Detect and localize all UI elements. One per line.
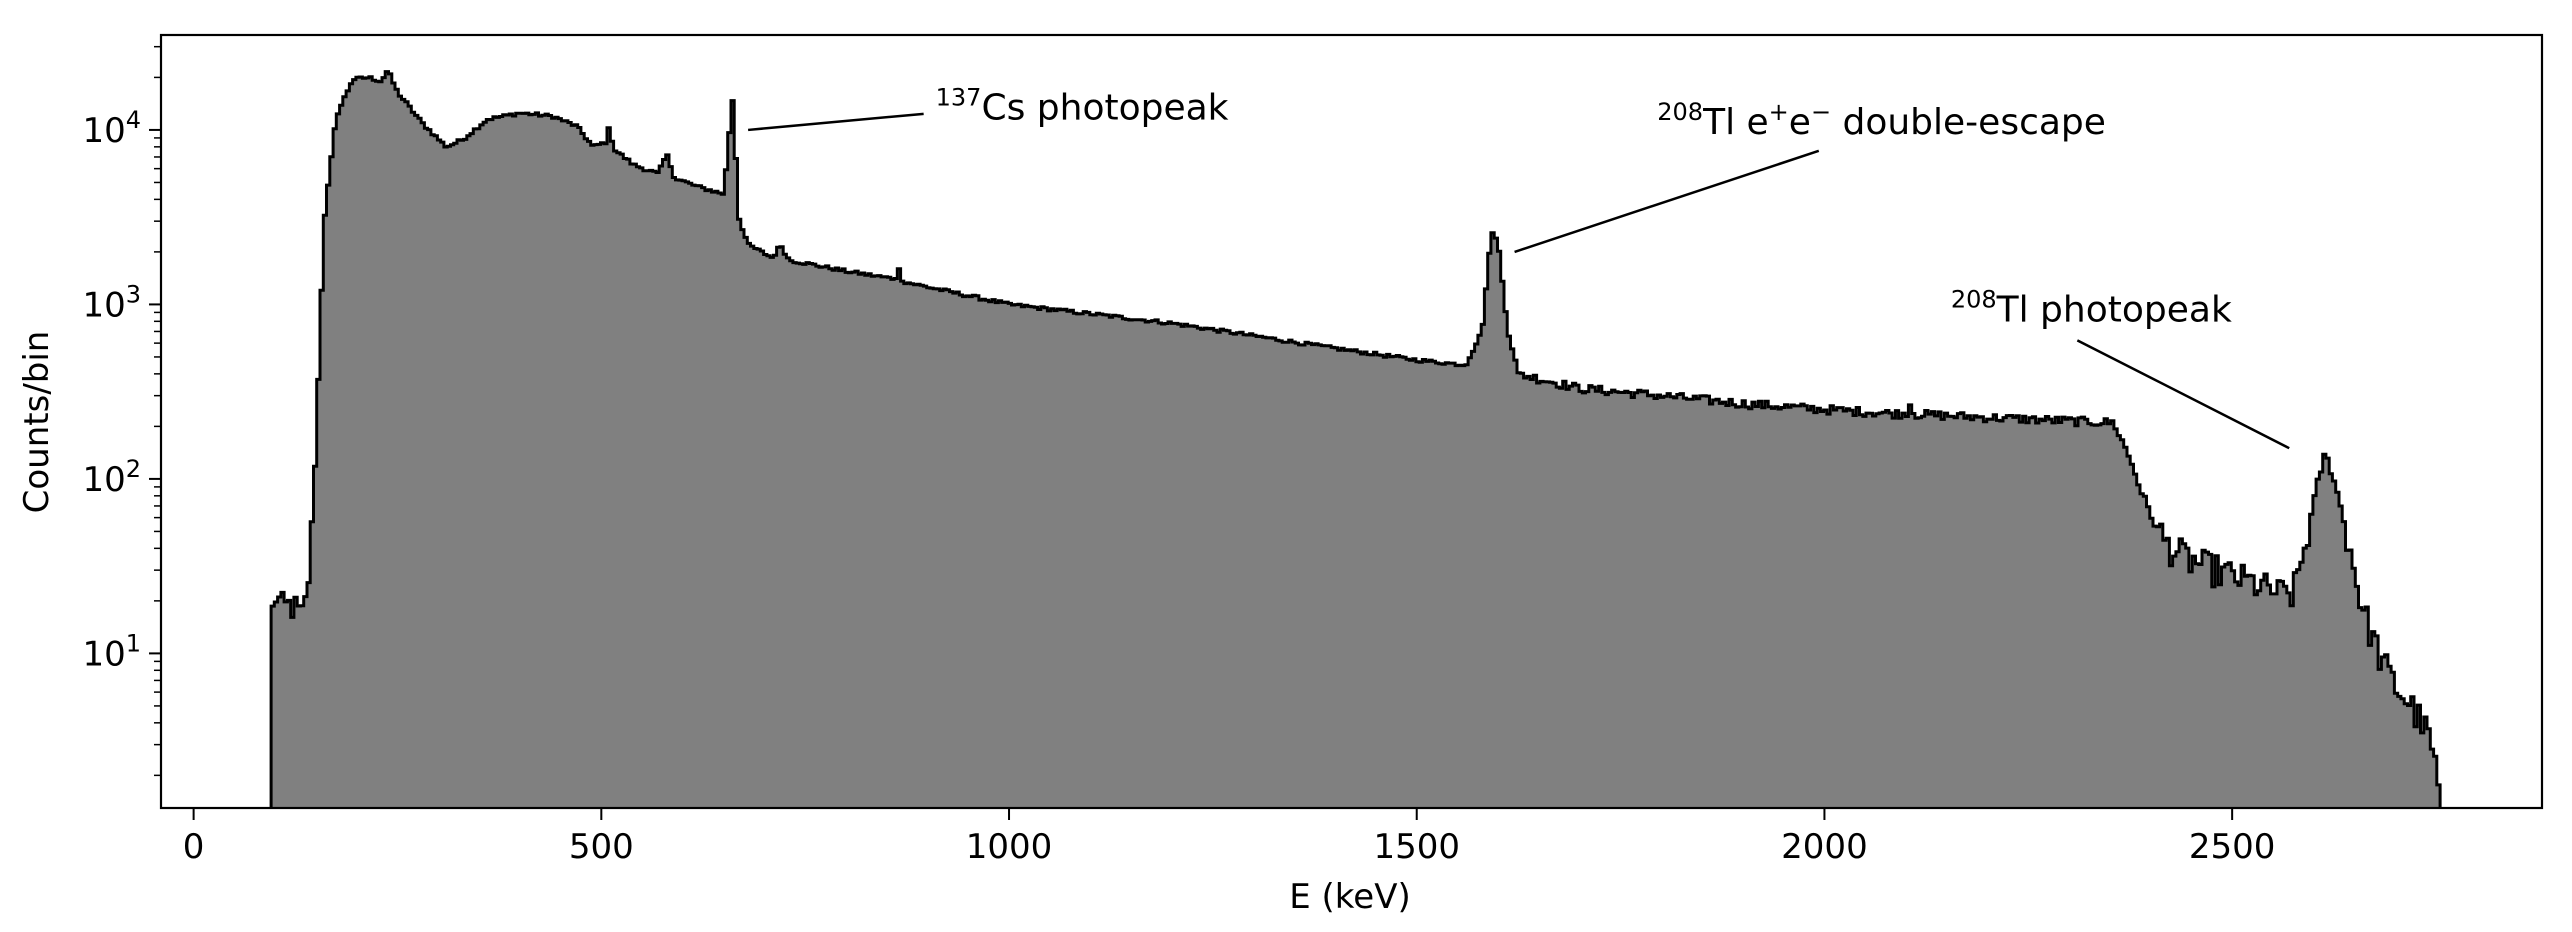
annotation-tl208-double-escape: 208Tl e+e− double-escape <box>1657 98 2106 143</box>
y-tick-label: 104 <box>82 106 141 151</box>
x-tick-label: 1500 <box>1373 827 1460 867</box>
annotation-cs137-photopeak: 137Cs photopeak <box>936 83 1229 128</box>
x-axis-label: E (keV) <box>1289 877 1410 917</box>
y-tick-label: 101 <box>82 629 141 674</box>
annotation-tl208-photopeak: 208Tl photopeak <box>1951 285 2232 330</box>
x-tick-label: 0 <box>183 827 205 867</box>
spectrum-histogram-step-line <box>269 70 2442 808</box>
annotation-arrow-line <box>2076 339 2290 450</box>
y-axis: 101 102 103 104 <box>82 45 161 777</box>
annotation-arrow-line <box>1514 149 1820 254</box>
y-axis-label: Counts/bin <box>17 331 57 514</box>
x-tick-label: 2500 <box>2189 827 2276 867</box>
annotation-arrow-line <box>747 112 924 132</box>
x-tick-label: 2000 <box>1781 827 1868 867</box>
y-tick-label: 103 <box>82 280 141 325</box>
plot-frame <box>159 33 2544 810</box>
spectrum-histogram-fill <box>271 71 2441 809</box>
annotation-arrows <box>747 112 2290 450</box>
annotations: 137Cs photopeak 208Tl e+e− double-escape… <box>936 83 2232 330</box>
x-tick-label: 500 <box>569 827 634 867</box>
x-axis: 0 500 1000 1500 2000 2500 <box>183 808 2276 867</box>
y-tick-label: 102 <box>82 455 141 500</box>
x-tick-label: 1000 <box>966 827 1053 867</box>
plot-area <box>269 70 2442 809</box>
